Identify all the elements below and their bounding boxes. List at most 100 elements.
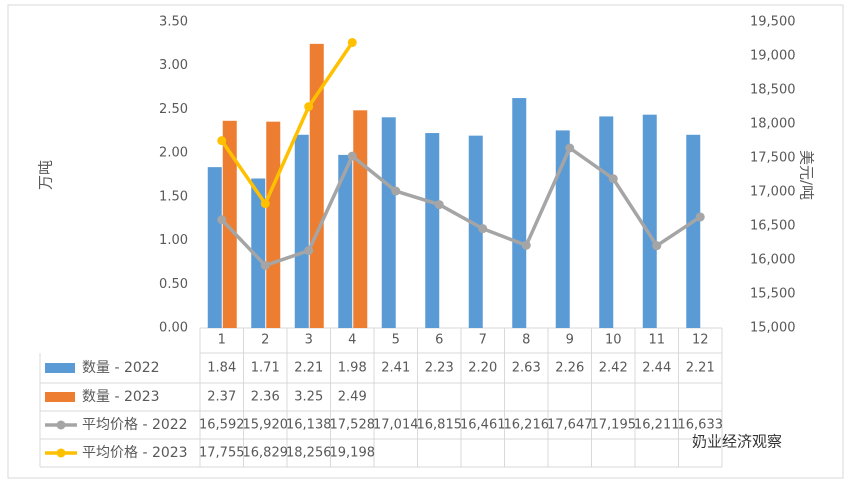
bar [512,98,527,328]
table-cell: 16,461 [460,418,506,433]
marker [391,186,401,196]
marker [695,212,705,222]
marker [565,143,575,153]
legend-marker [56,448,66,458]
x-tick-label: 12 [692,333,709,348]
table-cell: 2.44 [642,361,671,376]
legend-label: 数量 - 2022 [82,360,160,376]
y2-axis-label: 美元/吨 [798,150,816,200]
y2-tick-label: 18,500 [750,83,796,98]
table-cell: 17,195 [591,418,637,433]
marker [521,240,531,250]
x-tick-label: 1 [218,333,226,348]
y2-tick-label: 15,500 [750,287,796,302]
y-tick-label: 0.00 [159,321,188,336]
bar [338,154,353,328]
table-cell: 2.49 [338,390,367,405]
y-tick-label: 3.50 [159,15,188,30]
x-tick-label: 9 [566,333,574,348]
y2-tick-label: 19,000 [750,49,796,64]
table-cell: 2.63 [512,361,541,376]
table-cell: 18,256 [286,446,332,461]
marker [652,241,662,251]
x-tick-label: 2 [261,333,269,348]
table-cell: 2.26 [555,361,584,376]
table-cell: 2.42 [599,361,628,376]
line [220,146,702,268]
table-cell: 15,920 [243,418,289,433]
bar [353,110,368,328]
legend-swatch [45,392,75,402]
legend-swatch [45,363,75,373]
marker [304,102,314,112]
y2-tick-label: 18,000 [750,117,796,132]
table-cell: 16,633 [678,418,724,433]
bar [425,133,440,328]
table-cell: 1.71 [251,361,280,376]
y2-tick-label: 16,500 [750,219,796,234]
x-tick-label: 8 [522,333,530,348]
y-tick-label: 1.00 [159,233,188,248]
table-cell: 17,647 [547,418,593,433]
legend-label: 平均价格 - 2023 [82,445,188,461]
table-cell: 1.84 [207,361,236,376]
bar [686,134,701,328]
bar [309,43,324,328]
y-tick-label: 2.50 [159,102,188,117]
table-cell: 17,014 [373,418,419,433]
y2-tick-label: 16,000 [750,253,796,268]
table-cell: 16,815 [417,418,463,433]
table-cell: 16,138 [286,418,332,433]
marker [260,260,270,270]
x-tick-label: 5 [392,333,400,348]
table-cell: 17,528 [330,418,376,433]
table-cell: 2.37 [207,390,236,405]
bar [251,178,266,328]
table-cell: 16,592 [199,418,245,433]
table-cell: 16,216 [504,418,550,433]
y-axis-label: 万吨 [37,160,55,190]
y-tick-label: 1.50 [159,189,188,204]
y2-tick-label: 17,000 [750,185,796,200]
marker [217,136,227,146]
table-cell: 2.21 [294,361,323,376]
bar [555,130,570,328]
legend-marker [56,420,66,430]
x-tick-label: 6 [435,333,443,348]
x-tick-label: 11 [648,333,665,348]
bar [381,117,396,328]
table-cell: 2.41 [381,361,410,376]
marker [434,200,444,210]
watermark: 奶业经济观察 [692,433,782,451]
y-tick-label: 3.00 [159,58,188,73]
table-cell: 2.23 [425,361,454,376]
y-tick-label: 2.00 [159,146,188,161]
x-tick-label: 10 [605,333,622,348]
marker [260,199,270,209]
table-cell: 2.36 [251,390,280,405]
x-tick-label: 4 [348,333,356,348]
y2-tick-label: 17,500 [750,151,796,166]
bar [642,114,657,328]
table-cell: 16,829 [243,446,289,461]
y2-tick-label: 15,000 [750,321,796,336]
legend-label: 平均价格 - 2022 [82,417,188,433]
marker [608,174,618,184]
marker [478,224,488,234]
x-tick-label: 7 [479,333,487,348]
table-cell: 17,755 [199,446,245,461]
bar [207,167,222,328]
x-tick-label: 3 [305,333,313,348]
y-tick-label: 0.50 [159,277,188,292]
legend-label: 数量 - 2023 [82,389,160,405]
table-cell: 2.21 [686,361,715,376]
y2-tick-label: 19,500 [750,15,796,30]
table-cell: 3.25 [294,390,323,405]
marker [347,38,357,48]
table-cell: 16,211 [634,418,680,433]
marker [347,151,357,161]
bar [222,120,237,329]
marker [217,215,227,225]
table-cell: 2.20 [468,361,497,376]
